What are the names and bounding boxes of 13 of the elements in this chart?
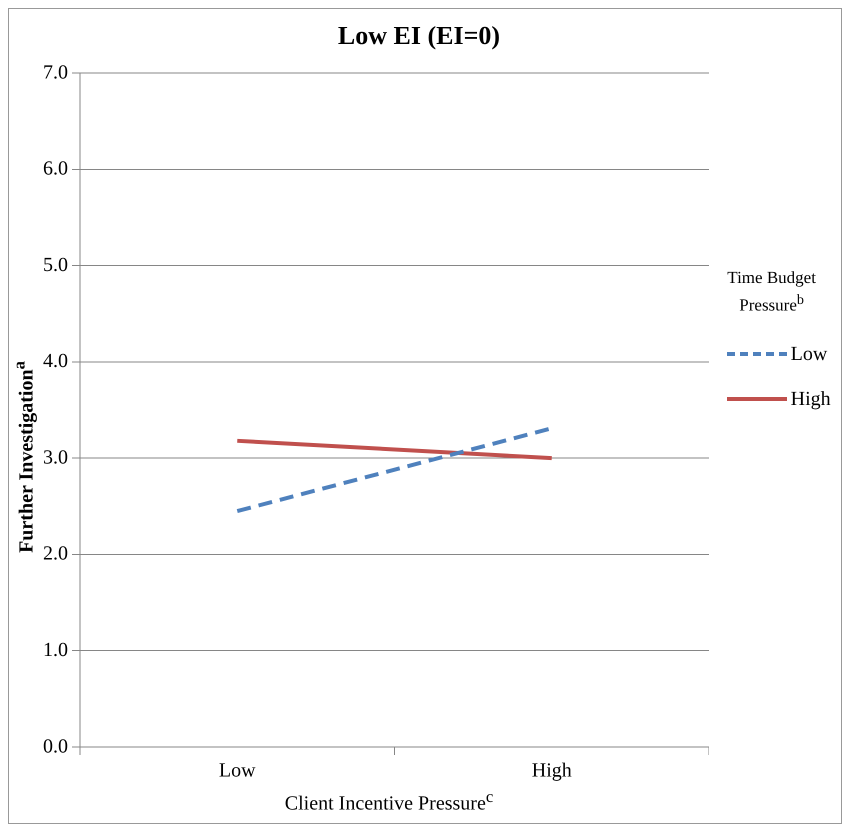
y-tick-label: 6.0 — [42, 158, 68, 180]
legend-title: Time Budget Pressure$^{b}$ — [726, 267, 817, 317]
x-axis-title: Client Incentive Pressure$^{c}$ — [284, 787, 494, 816]
y-tick-label: 2.0 — [42, 542, 68, 565]
y-tick-label: 7.0 — [42, 61, 68, 84]
y-tick-label: 4.0 — [42, 350, 68, 372]
y-tick-label: 3.0 — [42, 446, 68, 468]
legend-label: Low — [790, 342, 828, 366]
legend-label: High — [790, 388, 831, 411]
chart-title: Low EI (EI=0) — [336, 20, 502, 52]
y-tick-label: 5.0 — [42, 254, 68, 276]
y-tick-label: 1.0 — [42, 638, 68, 661]
y-tick-label: 0.0 — [42, 735, 68, 758]
